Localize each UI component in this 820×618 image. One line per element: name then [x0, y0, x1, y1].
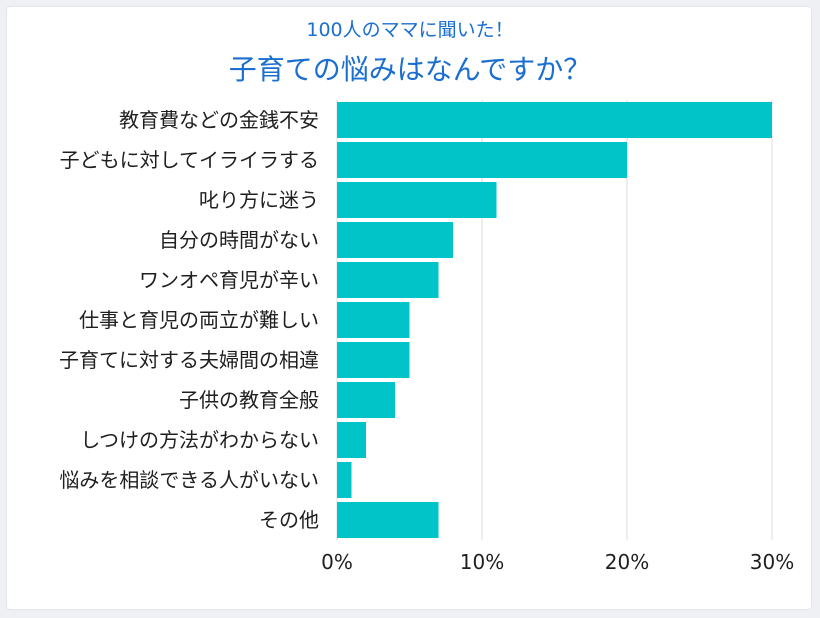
category-label: 教育費などの金銭不安 [119, 108, 319, 132]
x-tick-label: 0% [321, 550, 353, 574]
bar [337, 142, 627, 178]
bar [337, 502, 439, 538]
chart-title: 子育ての悩みはなんですか？ [228, 53, 592, 86]
bar [337, 422, 366, 458]
category-label: しつけの方法がわからない [80, 428, 319, 452]
bar [337, 462, 352, 498]
category-label: その他 [259, 508, 319, 532]
category-labels: 教育費などの金銭不安子どもに対してイライラする叱り方に迷う自分の時間がないワンオ… [59, 108, 319, 532]
x-tick-label: 20% [605, 550, 649, 574]
category-label: 自分の時間がない [159, 228, 319, 252]
bar [337, 382, 395, 418]
category-label: ワンオペ育児が辛い [139, 268, 319, 292]
bar [337, 102, 772, 138]
bars [337, 102, 772, 538]
bar [337, 182, 497, 218]
category-label: 仕事と育児の両立が難しい [79, 308, 319, 332]
category-label: 子育てに対する夫婦間の相違 [59, 348, 319, 372]
chart-subtitle: 100人のママに聞いた！ [306, 19, 514, 41]
bar [337, 342, 410, 378]
bar [337, 262, 439, 298]
bar [337, 222, 453, 258]
x-tick-label: 10% [460, 550, 504, 574]
category-label: 子供の教育全般 [179, 388, 319, 412]
category-label: 叱り方に迷う [199, 188, 319, 212]
category-label: 悩みを相談できる人がいない [59, 468, 319, 492]
x-tick-label: 30% [750, 550, 794, 574]
bar [337, 302, 410, 338]
category-label: 子どもに対してイライラする [60, 148, 319, 172]
x-axis-ticks: 0% 10% 20% 30% [321, 550, 794, 574]
